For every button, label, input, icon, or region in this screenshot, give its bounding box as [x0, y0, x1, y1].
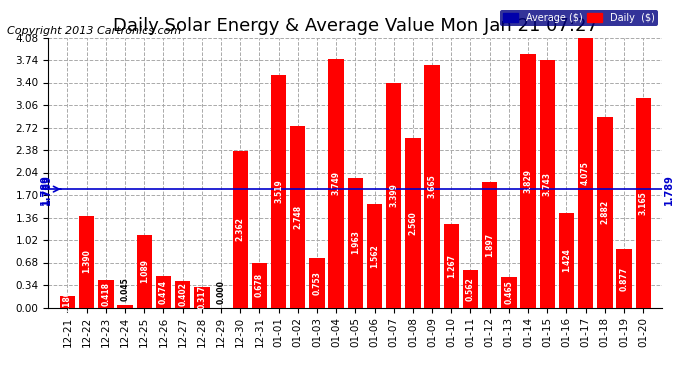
Bar — [60, 296, 75, 307]
Bar — [137, 236, 152, 308]
Bar — [405, 138, 421, 308]
Text: 2.560: 2.560 — [408, 211, 417, 235]
Bar — [559, 213, 574, 308]
Legend: Average ($), Daily  ($): Average ($), Daily ($) — [500, 10, 658, 26]
Text: 0.562: 0.562 — [466, 277, 475, 301]
Text: 0.678: 0.678 — [255, 273, 264, 297]
Bar — [463, 270, 478, 308]
Text: 3.665: 3.665 — [428, 174, 437, 198]
Text: 0.465: 0.465 — [504, 280, 513, 304]
Bar — [290, 126, 306, 308]
Text: 1.089: 1.089 — [140, 260, 149, 284]
Bar — [79, 216, 95, 308]
Title: Daily Solar Energy & Average Value Mon Jan 21 07:27: Daily Solar Energy & Average Value Mon J… — [113, 16, 598, 34]
Text: 0.402: 0.402 — [178, 282, 187, 306]
Text: 3.749: 3.749 — [332, 171, 341, 195]
Text: 1.390: 1.390 — [82, 250, 91, 273]
Text: 4.075: 4.075 — [581, 161, 590, 184]
Text: 1.963: 1.963 — [351, 231, 360, 255]
Text: 2.362: 2.362 — [236, 217, 245, 241]
Bar — [597, 117, 613, 308]
Text: 0.180: 0.180 — [63, 290, 72, 314]
Bar — [98, 280, 114, 308]
Bar — [386, 82, 402, 308]
Text: 1.267: 1.267 — [447, 254, 456, 278]
Text: 0.317: 0.317 — [197, 285, 206, 309]
Bar — [616, 249, 632, 308]
Text: 0.877: 0.877 — [620, 266, 629, 291]
Text: 0.000: 0.000 — [217, 280, 226, 304]
Text: 1.562: 1.562 — [370, 244, 379, 268]
Text: 0.418: 0.418 — [101, 282, 110, 306]
Text: 1.789: 1.789 — [39, 174, 50, 204]
Bar — [501, 277, 517, 308]
Text: 1.897: 1.897 — [485, 232, 494, 257]
Bar — [117, 304, 132, 307]
Bar — [252, 262, 267, 308]
Text: Copyright 2013 Cartronics.com: Copyright 2013 Cartronics.com — [7, 26, 181, 36]
Text: 2.882: 2.882 — [600, 200, 609, 224]
Bar — [233, 151, 248, 308]
Text: 3.519: 3.519 — [274, 179, 283, 203]
Bar — [156, 276, 171, 308]
Bar — [444, 224, 459, 308]
Text: 1.424: 1.424 — [562, 249, 571, 272]
Text: 1.789: 1.789 — [42, 174, 52, 204]
Text: 0.753: 0.753 — [313, 271, 322, 294]
Text: 1.789: 1.789 — [664, 174, 674, 204]
Bar — [271, 75, 286, 308]
Bar — [482, 182, 497, 308]
Bar — [309, 258, 325, 307]
Text: 0.474: 0.474 — [159, 280, 168, 304]
Bar — [540, 60, 555, 308]
Text: 3.829: 3.829 — [524, 169, 533, 193]
Text: 2.748: 2.748 — [293, 204, 302, 229]
Text: 3.743: 3.743 — [543, 172, 552, 196]
Bar — [367, 204, 382, 308]
Bar — [635, 98, 651, 308]
Bar — [520, 54, 535, 307]
Bar — [328, 59, 344, 308]
Text: 3.399: 3.399 — [389, 183, 398, 207]
Bar — [175, 281, 190, 308]
Text: 3.165: 3.165 — [639, 191, 648, 214]
Bar — [424, 65, 440, 308]
Bar — [578, 38, 593, 308]
Text: 0.045: 0.045 — [121, 278, 130, 301]
Bar — [194, 286, 210, 308]
Bar — [348, 178, 363, 308]
